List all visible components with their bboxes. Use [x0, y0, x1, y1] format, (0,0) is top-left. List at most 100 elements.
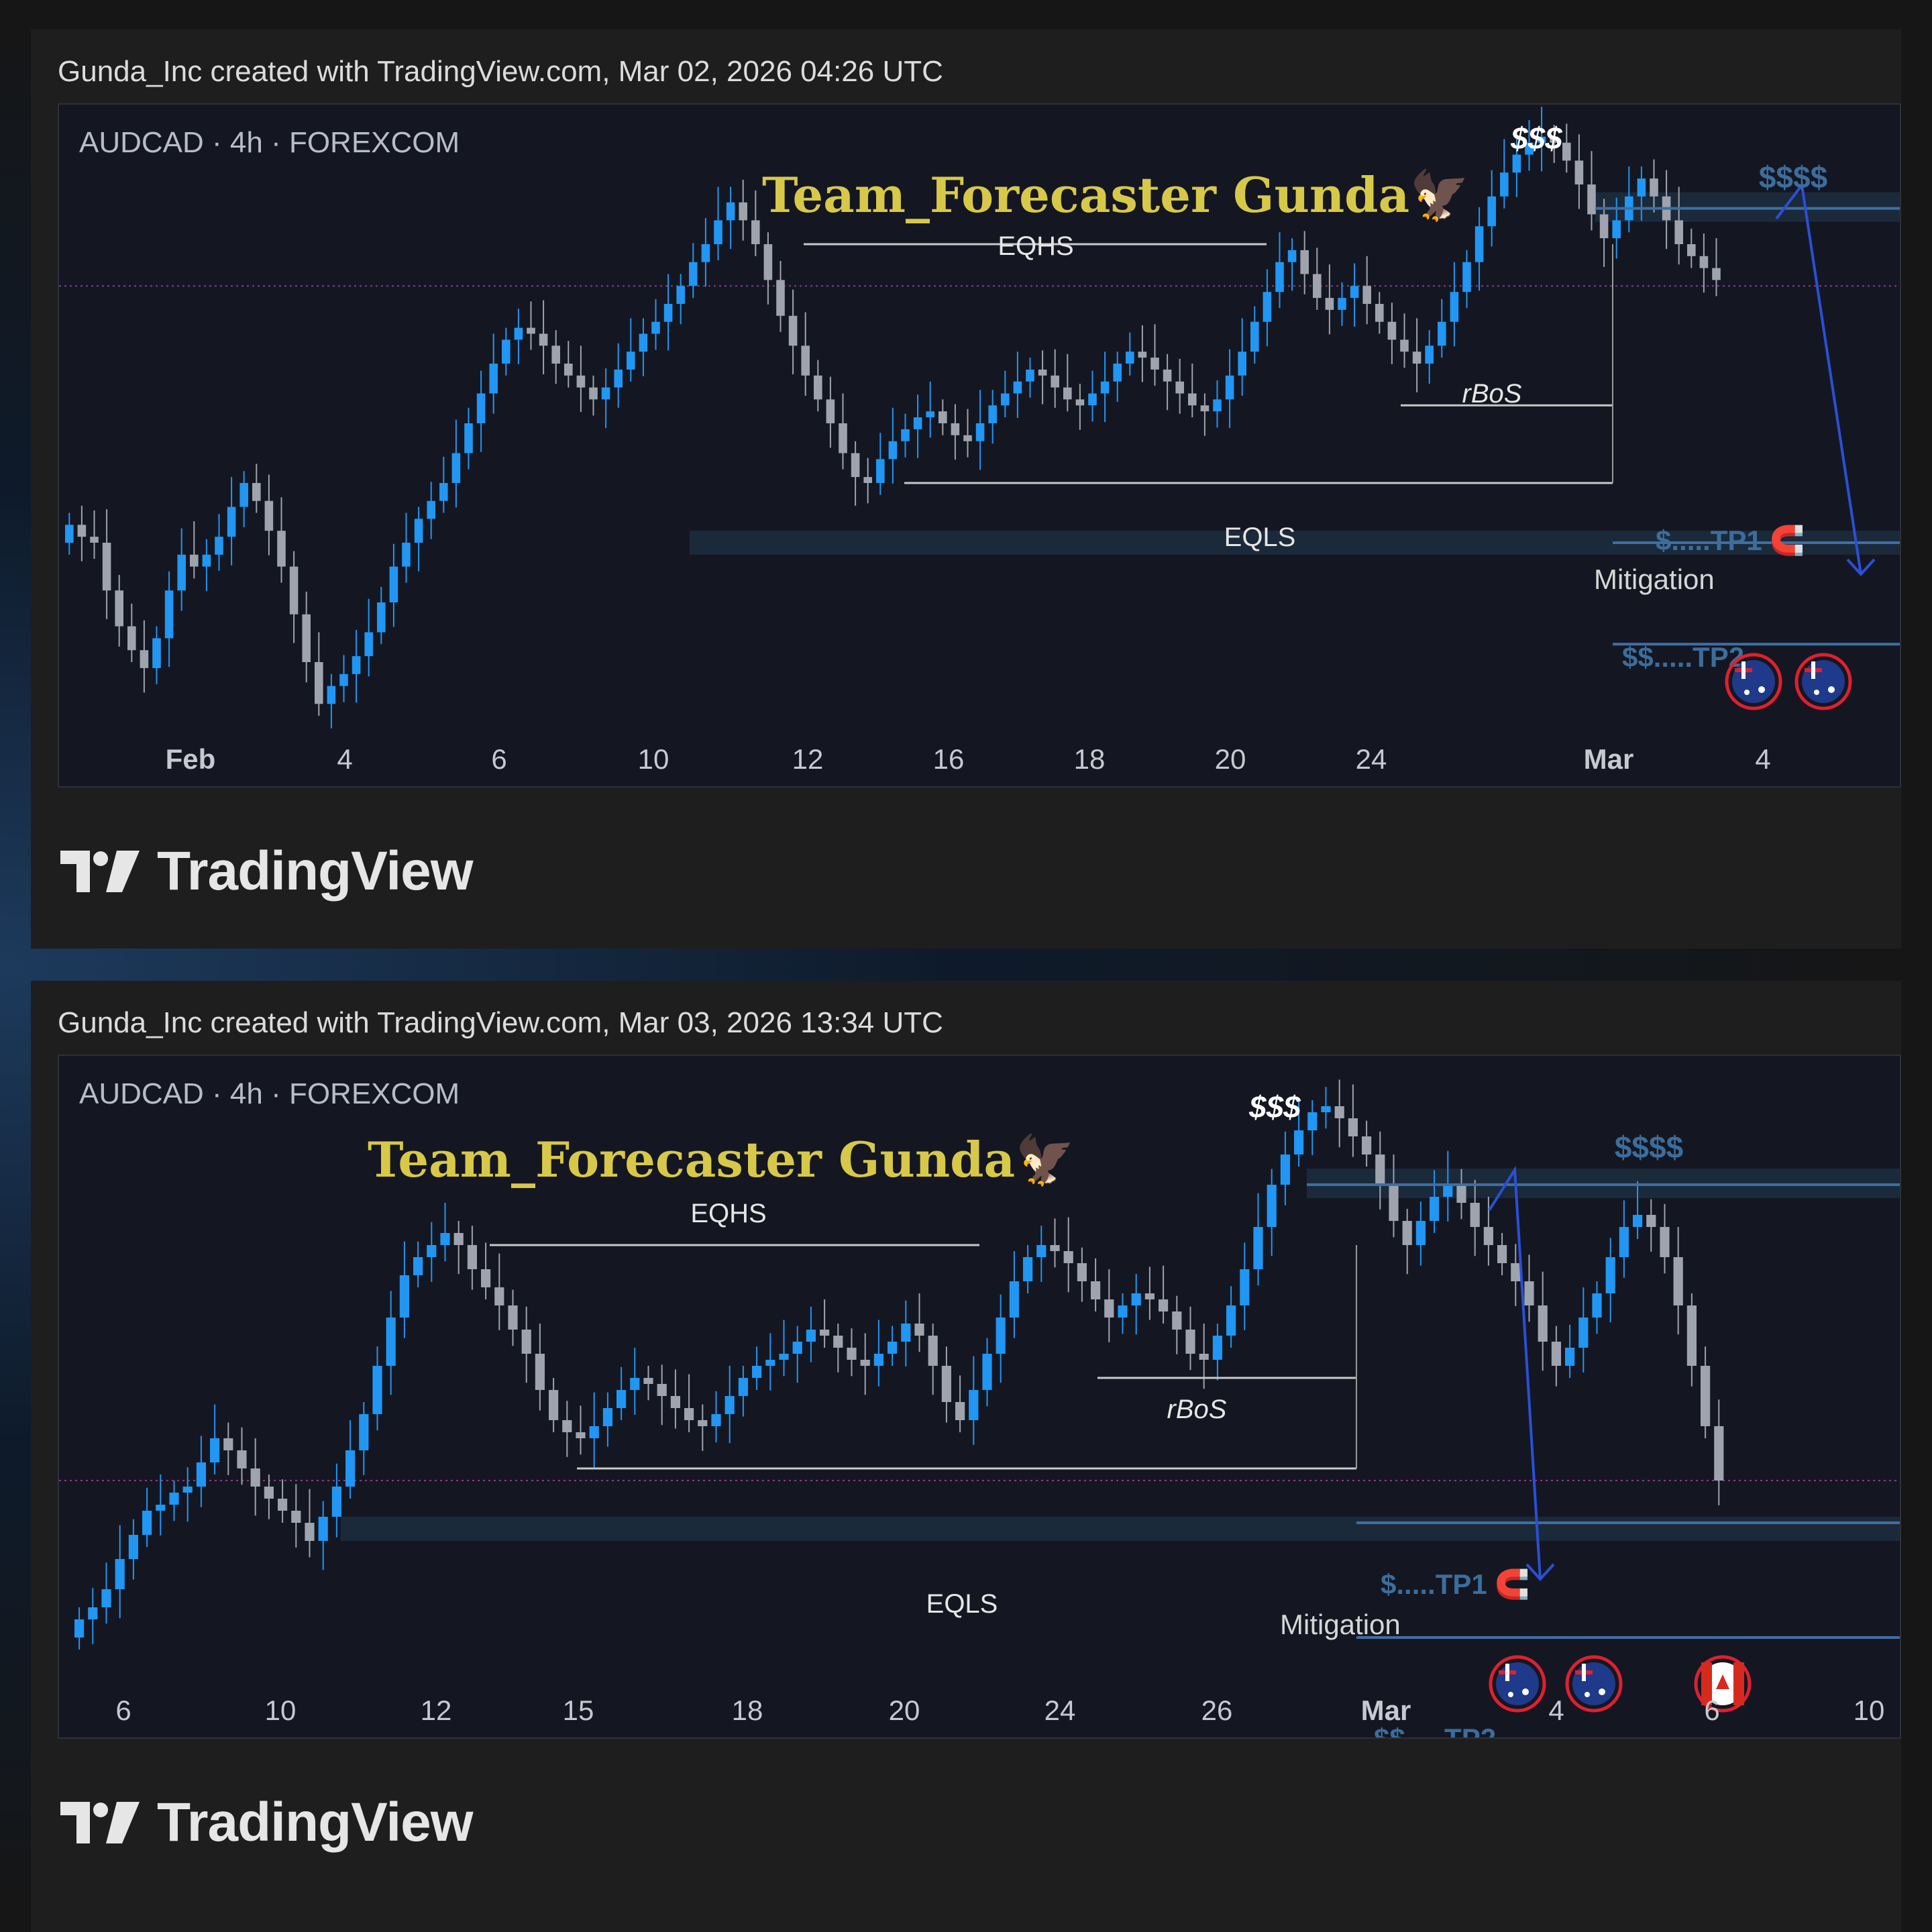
candle-body [901, 429, 910, 441]
event-ring [1694, 1655, 1752, 1713]
candle-body [1701, 1366, 1711, 1426]
candle-body [302, 614, 311, 662]
candle-body [551, 345, 560, 364]
candle [1375, 1131, 1385, 1210]
tradingview-logo-icon [60, 848, 141, 895]
arrow-head [1846, 558, 1876, 576]
flag-star [1814, 690, 1819, 695]
candle-body [1063, 387, 1072, 400]
candle-body [763, 244, 773, 280]
candle [1338, 282, 1346, 326]
candle-body [657, 1384, 667, 1396]
candle-body [779, 1354, 789, 1360]
candle [115, 1525, 125, 1619]
chart-area[interactable]: Team_Forecaster Gunda🦅 EQHS EQLS rBoS $$$ $$$… [58, 103, 1901, 788]
candle [227, 477, 236, 566]
candle [402, 513, 411, 583]
chart-card-2: Gunda_Inc created with TradingView.com, … [31, 981, 1901, 1932]
candle [1389, 1155, 1399, 1238]
candle-body [1387, 321, 1397, 340]
candle-body [1525, 142, 1534, 155]
candle-body [1400, 339, 1409, 352]
candle-body [90, 537, 99, 543]
candle-body [364, 632, 373, 657]
candle-body [164, 590, 174, 639]
x-tick-label: 10 [1854, 1695, 1885, 1726]
candle [345, 1420, 356, 1499]
candle [792, 1326, 802, 1383]
flag-cross [1741, 661, 1746, 679]
candle [826, 376, 835, 448]
candle [676, 274, 685, 325]
flag-star [1828, 686, 1835, 693]
candle [302, 591, 311, 683]
candle [196, 1436, 206, 1507]
tradingview-logo[interactable]: TradingView [60, 1792, 474, 1853]
candle-body [1483, 1227, 1493, 1245]
candle [1456, 1169, 1466, 1220]
candle-body [562, 1420, 572, 1432]
candle [873, 1320, 883, 1387]
candle [1714, 1399, 1724, 1505]
candle-body [331, 1487, 341, 1517]
candle-body [1650, 178, 1658, 197]
candle [1088, 370, 1097, 422]
candle-body [876, 459, 885, 483]
candle [564, 341, 573, 388]
candle-body [508, 1305, 518, 1330]
candle [1185, 1306, 1195, 1371]
candle-body [1450, 292, 1459, 322]
candle-body [888, 441, 898, 460]
candle-body [1599, 214, 1609, 239]
candlestick-chart[interactable]: Team_Forecaster Gunda🦅EQHSEQLSrBoS$$$$$$… [59, 105, 1901, 788]
candle-body [913, 417, 922, 429]
chart-card-1: Gunda_Inc created with TradingView.com, … [31, 30, 1901, 949]
candle-body [651, 321, 660, 334]
event-ring [1565, 1655, 1623, 1713]
candle-body [714, 220, 722, 244]
candle [1637, 166, 1646, 221]
candle-body [389, 566, 398, 602]
candle [1075, 384, 1085, 430]
candle [377, 586, 386, 645]
candle [177, 528, 186, 611]
candle-body [115, 590, 123, 627]
candle-body [1438, 321, 1446, 346]
rbos-label: rBoS [1167, 1395, 1227, 1424]
candle [364, 598, 373, 677]
mitigation-label: Mitigation [1280, 1609, 1401, 1640]
x-tick-label: 4 [1548, 1695, 1564, 1726]
x-tick-label: 6 [1704, 1695, 1719, 1726]
tradingview-logo[interactable]: TradingView [60, 841, 474, 902]
flag-star [1758, 686, 1765, 693]
x-tick-label: 18 [732, 1695, 763, 1726]
candle [1100, 352, 1110, 423]
candle [1497, 1233, 1507, 1275]
candle-body [1001, 393, 1010, 406]
candle [1500, 139, 1509, 209]
candle-body [589, 1426, 599, 1438]
candle-body [938, 411, 947, 423]
chart-caption: Gunda_Inc created with TradingView.com, … [58, 1006, 943, 1039]
candle [601, 368, 610, 429]
candle-body [1348, 1118, 1358, 1136]
mitigation-zone [341, 1517, 1900, 1541]
chart-area[interactable]: Team_Forecaster Gunda🦅 EQHS EQLS rBoS $$$ $$$… [58, 1055, 1901, 1739]
candle-body [65, 525, 74, 543]
candle-body [377, 602, 386, 633]
candle [630, 1348, 640, 1415]
candle-body [74, 1619, 85, 1638]
candle [1013, 352, 1022, 418]
candle-body [521, 1330, 531, 1354]
candle [1551, 1326, 1561, 1387]
candle [969, 1356, 979, 1445]
candle-body [237, 1450, 247, 1468]
candlestick-chart[interactable]: Team_Forecaster Gunda🦅EQHSEQLSrBoS$$$$$$… [59, 1056, 1901, 1739]
candle [169, 1481, 179, 1521]
candle [888, 1326, 898, 1366]
candle [726, 186, 735, 250]
candle [975, 390, 985, 470]
candle-body [589, 387, 598, 400]
candle [464, 407, 473, 470]
candle [1470, 1179, 1480, 1256]
